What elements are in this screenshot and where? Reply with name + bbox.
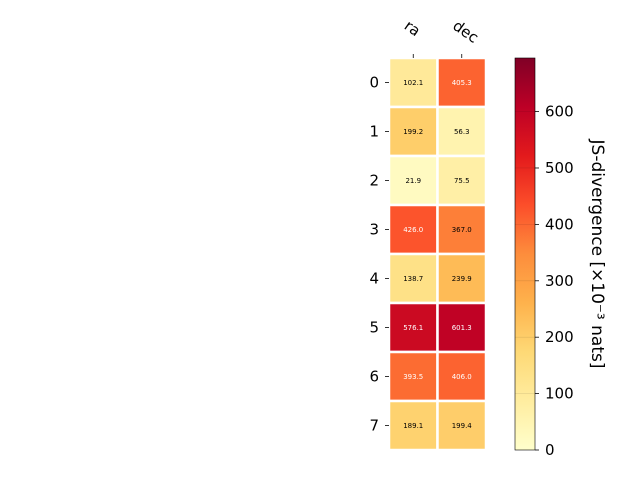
row-tick-label: 6 bbox=[369, 368, 379, 386]
row-tick-label: 1 bbox=[369, 123, 379, 141]
cell-value-label: 21.9 bbox=[405, 177, 421, 185]
colorbar-tick-label: 0 bbox=[545, 441, 555, 459]
colorbar-tick-label: 600 bbox=[545, 103, 574, 121]
cell-value-label: 75.5 bbox=[454, 177, 470, 185]
cell-value-label: 406.0 bbox=[452, 373, 472, 381]
heatmap-cell bbox=[436, 154, 488, 207]
colorbar-label: JS-divergence [×10⁻³ nats] bbox=[587, 139, 607, 369]
colorbar-gradient bbox=[514, 57, 536, 451]
cell-value-label: 102.1 bbox=[403, 79, 423, 87]
heatmap-cells: 102.1 405.3 199.2 56.3 21.9 75.5 426.0 367.0 138… bbox=[387, 56, 488, 452]
row-tick-label: 7 bbox=[369, 417, 379, 435]
colorbar-tick-label: 500 bbox=[545, 159, 574, 177]
row-tick-label: 4 bbox=[369, 270, 379, 288]
column-tick-label: ra bbox=[401, 17, 424, 41]
cell-value-label: 393.5 bbox=[403, 373, 423, 381]
row-tick-label: 3 bbox=[369, 221, 379, 239]
cell-value-label: 367.0 bbox=[452, 226, 472, 234]
heatmap-cell bbox=[436, 252, 488, 305]
column-tick-labels: ra dec bbox=[401, 17, 482, 58]
cell-value-label: 199.2 bbox=[403, 128, 423, 136]
row-tick-label: 2 bbox=[369, 172, 379, 190]
cell-value-label: 601.3 bbox=[452, 324, 472, 332]
cell-value-label: 576.1 bbox=[403, 324, 423, 332]
heatmap-cell bbox=[436, 399, 488, 452]
colorbar-tick-label: 100 bbox=[545, 385, 574, 403]
cell-value-label: 189.1 bbox=[403, 422, 423, 430]
row-tick-label: 0 bbox=[369, 74, 379, 92]
cell-value-label: 56.3 bbox=[454, 128, 470, 136]
cell-value-label: 138.7 bbox=[403, 275, 423, 283]
row-tick-label: 5 bbox=[369, 319, 379, 337]
heatmap-cell bbox=[436, 105, 488, 158]
heatmap-cell bbox=[436, 203, 488, 256]
column-tick-label: dec bbox=[449, 17, 481, 47]
colorbar-ticks: 0 100 200 300 400 500 600 bbox=[515, 103, 574, 459]
row-tick-labels: 0 1 2 3 4 5 6 7 bbox=[369, 74, 389, 435]
colorbar-tick-label: 400 bbox=[545, 215, 574, 233]
cell-value-label: 426.0 bbox=[403, 226, 423, 234]
cell-value-label: 405.3 bbox=[452, 79, 472, 87]
colorbar bbox=[514, 57, 536, 451]
colorbar-tick-label: 200 bbox=[545, 328, 574, 346]
cell-value-label: 239.9 bbox=[452, 275, 472, 283]
cell-value-label: 199.4 bbox=[452, 422, 473, 430]
colorbar-tick-label: 300 bbox=[545, 272, 574, 290]
